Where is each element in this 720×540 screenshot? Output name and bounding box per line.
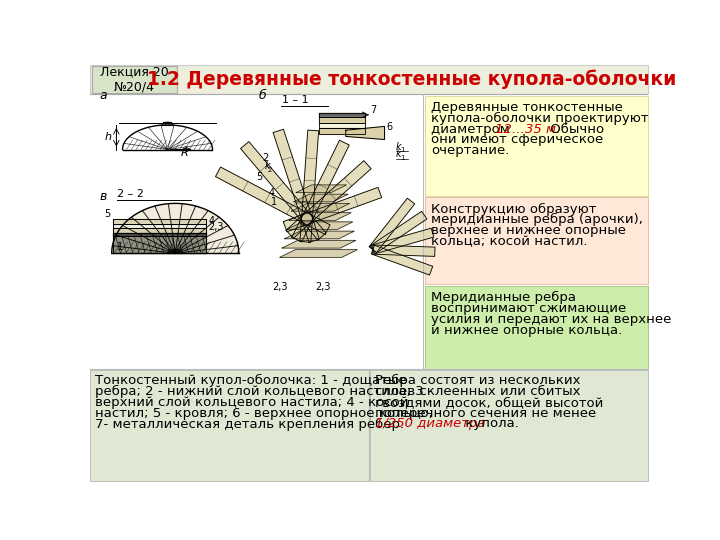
Text: 1: 1: [400, 147, 405, 153]
Polygon shape: [286, 161, 371, 238]
Polygon shape: [319, 128, 365, 134]
Polygon shape: [319, 112, 365, 117]
Text: 2,3: 2,3: [272, 282, 287, 292]
FancyBboxPatch shape: [90, 65, 648, 94]
Text: 1: 1: [117, 242, 123, 252]
Text: 6: 6: [386, 122, 392, 132]
Text: Меридианные ребра: Меридианные ребра: [431, 291, 576, 304]
Text: гвоздями досок, общей высотой: гвоздями досок, общей высотой: [375, 396, 603, 409]
Text: в: в: [99, 190, 107, 202]
FancyBboxPatch shape: [425, 286, 648, 369]
Text: 1.2 Деревянные тонкостенные купола-оболочки: 1.2 Деревянные тонкостенные купола-оболо…: [147, 70, 676, 89]
Polygon shape: [287, 222, 353, 230]
Polygon shape: [292, 140, 349, 242]
Polygon shape: [370, 211, 427, 253]
Polygon shape: [113, 219, 206, 224]
Text: 7: 7: [371, 105, 377, 116]
FancyBboxPatch shape: [90, 370, 369, 481]
Text: 4: 4: [269, 188, 274, 198]
Text: 2,3: 2,3: [315, 282, 330, 292]
Polygon shape: [294, 194, 348, 202]
Polygon shape: [289, 213, 351, 220]
Text: 7- металлическая деталь крепления ребер.: 7- металлическая деталь крепления ребер.: [94, 417, 404, 430]
FancyBboxPatch shape: [425, 197, 648, 284]
Text: k: k: [396, 149, 402, 159]
Text: 12…35 м.: 12…35 м.: [495, 123, 561, 136]
Polygon shape: [284, 231, 354, 239]
Text: 2 – 2: 2 – 2: [117, 189, 144, 199]
Polygon shape: [372, 228, 433, 254]
Text: а: а: [99, 89, 107, 102]
Text: б: б: [259, 89, 266, 102]
Polygon shape: [283, 187, 382, 232]
Polygon shape: [282, 240, 356, 248]
Text: слоев склеенных или сбитых: слоев склеенных или сбитых: [375, 385, 581, 398]
Text: 4: 4: [209, 216, 215, 226]
Polygon shape: [346, 126, 384, 139]
Text: очертание.: очертание.: [431, 144, 509, 157]
Polygon shape: [373, 245, 435, 256]
Text: купола-оболочки проектируют: купола-оболочки проектируют: [431, 112, 649, 125]
Text: 1: 1: [400, 154, 405, 160]
Polygon shape: [372, 245, 433, 275]
Text: Конструкцию образуют: Конструкцию образуют: [431, 202, 596, 215]
Text: настил; 5 - кровля; 6 - верхнее опорное кольцо;: настил; 5 - кровля; 6 - верхнее опорное …: [94, 407, 433, 420]
Text: R: R: [181, 147, 189, 158]
Text: 2: 2: [262, 153, 269, 163]
Polygon shape: [273, 129, 320, 242]
Polygon shape: [215, 167, 330, 234]
FancyBboxPatch shape: [91, 65, 177, 93]
Text: 1/250 диаметра: 1/250 диаметра: [375, 417, 486, 430]
Polygon shape: [113, 228, 206, 233]
Polygon shape: [112, 204, 239, 253]
Text: меридианные ребра (арочки),: меридианные ребра (арочки),: [431, 213, 643, 226]
Text: верхнее и нижнее опорные: верхнее и нижнее опорные: [431, 224, 626, 237]
Polygon shape: [280, 249, 357, 257]
Polygon shape: [113, 233, 206, 236]
Text: 1: 1: [271, 197, 276, 207]
Polygon shape: [113, 224, 206, 228]
Text: 5: 5: [104, 210, 111, 219]
Polygon shape: [369, 198, 415, 252]
Text: 1 – 1: 1 – 1: [282, 95, 309, 105]
FancyBboxPatch shape: [425, 96, 648, 195]
Text: Тонкостенный купол-оболочка: 1 - дощатые: Тонкостенный купол-оболочка: 1 - дощатые: [94, 374, 406, 387]
Text: k: k: [264, 161, 270, 171]
Text: верхний слой кольцевого настила; 4 - косой: верхний слой кольцевого настила; 4 - кос…: [94, 396, 408, 409]
Text: Ребра состоят из нескольких: Ребра состоят из нескольких: [375, 374, 581, 387]
Polygon shape: [319, 117, 365, 123]
Text: они имеют сферическое: они имеют сферическое: [431, 133, 603, 146]
Text: k: k: [396, 141, 402, 152]
Text: усилия и передают их на верхнее: усилия и передают их на верхнее: [431, 313, 671, 326]
Text: 2: 2: [267, 167, 272, 173]
Text: Обычно: Обычно: [546, 123, 604, 136]
Text: Лекция 20
№20/4: Лекция 20 №20/4: [100, 65, 168, 93]
Text: h: h: [105, 132, 112, 143]
Polygon shape: [300, 130, 319, 242]
Polygon shape: [296, 185, 346, 193]
Text: воспринимают сжимающие: воспринимают сжимающие: [431, 302, 626, 315]
Polygon shape: [240, 141, 326, 240]
Polygon shape: [319, 123, 365, 128]
Text: 2,3: 2,3: [209, 221, 224, 232]
Text: Деревянные тонкостенные: Деревянные тонкостенные: [431, 101, 623, 114]
Text: купола.: купола.: [461, 417, 518, 430]
Polygon shape: [292, 204, 350, 211]
FancyBboxPatch shape: [370, 370, 648, 481]
Text: 5: 5: [256, 172, 263, 183]
Text: кольца; косой настил.: кольца; косой настил.: [431, 235, 588, 248]
Text: поперечного сечения не менее: поперечного сечения не менее: [375, 407, 596, 420]
Polygon shape: [113, 236, 206, 253]
Text: и нижнее опорные кольца.: и нижнее опорные кольца.: [431, 323, 622, 336]
Text: ребра; 2 - нижний слой кольцевого настила; 3 -: ребра; 2 - нижний слой кольцевого настил…: [94, 385, 433, 398]
Text: диаметром: диаметром: [431, 123, 514, 136]
